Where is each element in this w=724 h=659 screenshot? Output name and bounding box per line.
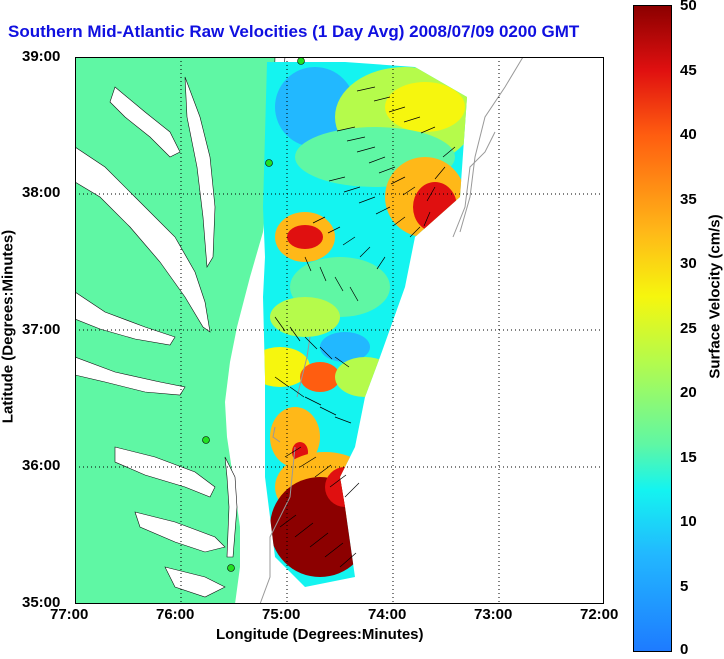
- y-tick-label: 35:00: [22, 594, 61, 611]
- colorbar-tick: 30: [680, 255, 697, 272]
- y-axis-label: Latitude (Degrees:Minutes): [0, 229, 17, 424]
- x-tick-label: 74:00: [368, 606, 407, 623]
- grid: [75, 57, 604, 604]
- x-tick-label: 72:00: [580, 606, 619, 623]
- colorbar-tick: 5: [680, 578, 689, 595]
- radar-stations: [202, 57, 305, 572]
- colorbar-tick: 25: [680, 320, 697, 337]
- colorbar-tick: 50: [680, 0, 697, 14]
- current-vectors: [274, 86, 456, 568]
- y-tick-label: 36:00: [22, 457, 61, 474]
- map-canvas: [75, 57, 604, 604]
- x-axis-label: Longitude (Degrees:Minutes): [216, 626, 424, 643]
- station-marker: [297, 57, 305, 65]
- colorbar-tick: 40: [680, 126, 697, 143]
- y-tick-label: 39:00: [22, 48, 61, 65]
- x-tick-label: 75:00: [262, 606, 301, 623]
- colorbar: [633, 5, 672, 652]
- colorbar-tick: 45: [680, 62, 697, 79]
- colorbar-tick: 35: [680, 191, 697, 208]
- x-tick-label: 76:00: [156, 606, 195, 623]
- colorbar-tick: 0: [680, 641, 689, 658]
- map-plot[interactable]: [75, 57, 604, 604]
- bathymetry-contours: [259, 57, 524, 604]
- station-marker: [265, 159, 273, 167]
- x-tick-label: 77:00: [50, 606, 89, 623]
- station-marker: [227, 564, 235, 572]
- colorbar-label: Surface Velocity (cm/s): [706, 214, 724, 379]
- colorbar-tick: 15: [680, 449, 697, 466]
- x-tick-label: 73:00: [474, 606, 513, 623]
- colorbar-tick: 20: [680, 384, 697, 401]
- station-marker: [202, 436, 210, 444]
- y-tick-label: 37:00: [22, 321, 61, 338]
- y-tick-label: 38:00: [22, 184, 61, 201]
- colorbar-tick: 10: [680, 513, 697, 530]
- map-title: Southern Mid-Atlantic Raw Velocities (1 …: [8, 22, 580, 41]
